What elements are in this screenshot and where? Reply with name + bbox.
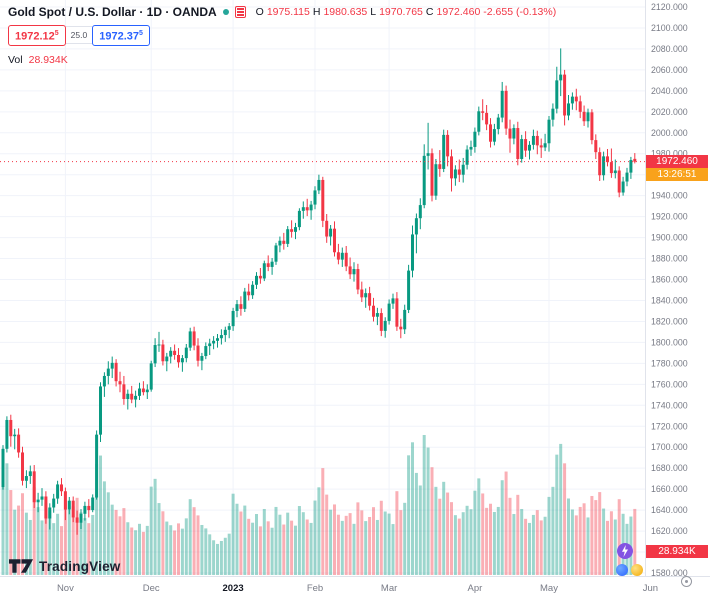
sell-button[interactable]: 1972.125 — [8, 25, 66, 46]
svg-text:1840.000: 1840.000 — [651, 295, 688, 305]
ideas-stream-icon[interactable] — [234, 6, 246, 18]
svg-text:1660.000: 1660.000 — [651, 484, 688, 494]
svg-text:1980.000: 1980.000 — [651, 149, 688, 159]
reaction-icons — [616, 564, 643, 576]
close-label: C — [425, 6, 434, 18]
svg-text:1800.000: 1800.000 — [651, 337, 688, 347]
volume-value: 28.934K — [28, 53, 68, 66]
tradingview-logo[interactable]: TradingView — [8, 557, 120, 575]
symbol-title[interactable]: Gold Spot / U.S. Dollar · 1D · OANDA — [8, 5, 217, 19]
svg-text:Dec: Dec — [143, 583, 160, 594]
svg-text:1700.000: 1700.000 — [651, 442, 688, 452]
globe-sticker-icon[interactable] — [616, 564, 628, 576]
svg-text:1720.000: 1720.000 — [651, 421, 688, 431]
high-value: 1980.635 — [323, 6, 368, 18]
close-value: 1972.460 — [436, 6, 481, 18]
svg-text:2120.000: 2120.000 — [651, 2, 688, 12]
svg-text:1640.000: 1640.000 — [651, 505, 688, 515]
volume-indicator-row: Vol 28.934K — [8, 54, 556, 66]
svg-text:1900.000: 1900.000 — [651, 233, 688, 243]
change-value: -2.655 (-0.13%) — [483, 6, 557, 18]
svg-text:2020.000: 2020.000 — [651, 107, 688, 117]
tradingview-logo-mark — [8, 559, 34, 573]
spread-value: 25.0 — [65, 26, 93, 45]
svg-text:2023: 2023 — [223, 583, 244, 594]
svg-text:2040.000: 2040.000 — [651, 86, 688, 96]
svg-text:Apr: Apr — [468, 583, 483, 594]
svg-text:1940.000: 1940.000 — [651, 191, 688, 201]
high-label: H — [312, 6, 321, 18]
svg-text:1860.000: 1860.000 — [651, 275, 688, 285]
lightning-icon[interactable] — [617, 543, 633, 559]
svg-text:1780.000: 1780.000 — [651, 358, 688, 368]
axis-settings-icon[interactable] — [681, 576, 692, 587]
svg-text:1740.000: 1740.000 — [651, 400, 688, 410]
buy-sell-panel: 1972.125 25.0 1972.375 — [8, 25, 556, 46]
price-badge-group: 1972.460 13:26:51 — [646, 155, 708, 182]
svg-text:1920.000: 1920.000 — [651, 212, 688, 222]
svg-text:Feb: Feb — [307, 583, 323, 594]
low-label: L — [370, 6, 377, 18]
open-label: O — [255, 6, 264, 18]
low-value: 1970.765 — [379, 6, 423, 18]
svg-text:2080.000: 2080.000 — [651, 44, 688, 54]
volume-axis-badge: 28.934K — [646, 545, 708, 558]
open-value: 1975.115 — [266, 6, 310, 18]
svg-text:1680.000: 1680.000 — [651, 463, 688, 473]
ohlc-readout: O 1975.115 H 1980.635 L 1970.765 C 1972.460 … — [256, 6, 557, 18]
buy-button[interactable]: 1972.375 — [92, 25, 150, 46]
volume-label[interactable]: Vol — [8, 53, 23, 66]
svg-text:1820.000: 1820.000 — [651, 316, 688, 326]
tradingview-logo-text: TradingView — [39, 558, 121, 574]
emoji-sticker-icon[interactable] — [631, 564, 643, 576]
svg-text:2000.000: 2000.000 — [651, 128, 688, 138]
svg-text:2100.000: 2100.000 — [651, 23, 688, 33]
svg-text:Jun: Jun — [643, 583, 658, 594]
svg-text:Nov: Nov — [57, 583, 74, 594]
market-status-icon — [222, 9, 229, 15]
bar-countdown-badge: 13:26:51 — [646, 168, 708, 182]
svg-text:May: May — [540, 583, 558, 594]
svg-text:1760.000: 1760.000 — [651, 379, 688, 389]
svg-text:Mar: Mar — [381, 583, 397, 594]
svg-text:2060.000: 2060.000 — [651, 65, 688, 75]
svg-text:1620.000: 1620.000 — [651, 526, 688, 536]
svg-text:1880.000: 1880.000 — [651, 254, 688, 264]
last-price-badge: 1972.460 — [646, 155, 708, 169]
svg-text:1580.000: 1580.000 — [651, 568, 688, 578]
chart-legend: Gold Spot / U.S. Dollar · 1D · OANDA O 19… — [8, 5, 556, 66]
